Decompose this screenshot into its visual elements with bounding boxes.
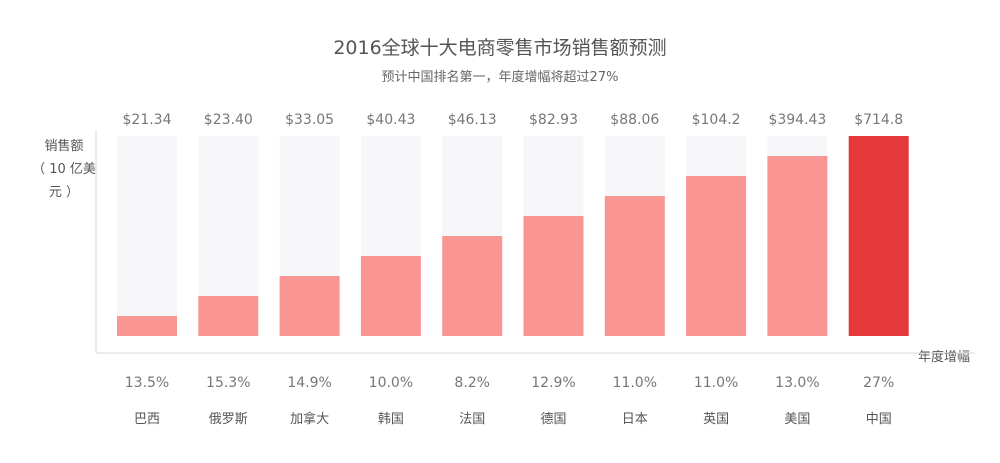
category-label: 德国 (540, 412, 566, 427)
chart-subtitle: 预计中国排名第一，年度增幅将超过27% (381, 70, 619, 85)
bar-value-label: $23.40 (204, 112, 253, 128)
growth-label: 11.0% (613, 375, 657, 391)
growth-label: 11.0% (694, 375, 738, 391)
bar (198, 296, 259, 336)
growth-label: 14.9% (287, 375, 331, 391)
growth-label: 15.3% (206, 375, 250, 391)
bar (279, 276, 340, 336)
category-label: 加拿大 (290, 411, 329, 427)
category-label: 中国 (866, 412, 892, 427)
bar (767, 156, 828, 336)
growth-label: 27% (863, 375, 894, 391)
bar-value-label: $104.2 (692, 112, 741, 128)
category-label: 英国 (703, 412, 729, 427)
bar-value-label: $394.43 (768, 112, 826, 128)
bar (442, 236, 503, 336)
chart-title: 2016全球十大电商零售市场销售额预测 (333, 37, 667, 59)
bar-value-label: $88.06 (610, 112, 659, 128)
growth-label: 13.5% (125, 375, 169, 391)
bar-value-label: $82.93 (529, 112, 578, 128)
growth-label: 13.0% (775, 375, 819, 391)
bar (604, 196, 665, 336)
growth-label: 12.9% (531, 375, 575, 391)
category-label: 日本 (622, 412, 648, 427)
x-axis-label: 年度增幅 (918, 350, 971, 365)
bar (686, 176, 747, 336)
growth-label: 10.0% (369, 375, 413, 391)
category-label: 法国 (459, 412, 485, 427)
bar-value-label: $21.34 (123, 112, 172, 128)
y-axis-unit: （ 10 亿美元 ） (32, 162, 96, 200)
bar-value-label: $33.05 (285, 112, 334, 128)
bar (360, 256, 421, 336)
bar-value-label: $714.8 (854, 112, 903, 128)
category-label: 俄罗斯 (209, 412, 248, 427)
category-label: 韩国 (378, 412, 404, 427)
bar (523, 216, 584, 336)
bar-value-label: $46.13 (448, 112, 497, 128)
bar (848, 136, 909, 336)
y-axis-title: 销售额 (44, 139, 84, 154)
category-label: 巴西 (134, 412, 160, 427)
bar-value-label: $40.43 (366, 112, 415, 128)
y-axis-label: 销售额 （ 10 亿美元 ） (28, 135, 100, 204)
category-label: 美国 (784, 412, 810, 427)
growth-label: 8.2% (454, 375, 490, 391)
bar (117, 316, 177, 336)
bar-track (117, 136, 177, 336)
